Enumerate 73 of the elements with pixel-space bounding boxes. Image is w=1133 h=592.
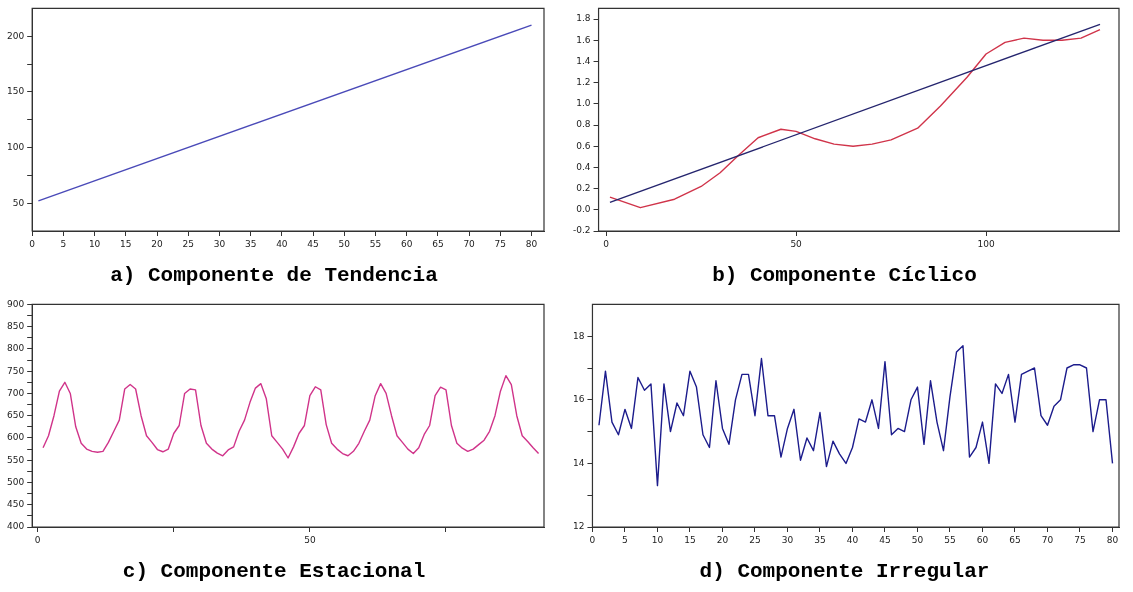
y-tick-label: 750: [6, 365, 25, 376]
y-tick-label: 500: [6, 476, 25, 487]
x-tick-label: 50: [790, 238, 803, 249]
x-tick-label: 30: [213, 238, 226, 249]
x-tick-label: 45: [879, 534, 891, 545]
text: a) Componente de Tendencia: [110, 263, 439, 287]
y-tick-label: 700: [6, 387, 25, 398]
x-tick-label: 50: [911, 534, 924, 545]
x-tick-label: 10: [651, 534, 664, 545]
y-tick-label: 200: [6, 30, 25, 41]
y-tick-label: 900: [6, 298, 25, 309]
y-tick-label: 550: [6, 454, 25, 465]
x-tick-label: 55: [369, 238, 382, 249]
x-tick-label: 10: [88, 238, 101, 249]
x-tick-label: 0: [29, 238, 36, 249]
x-tick-label: 45: [307, 238, 319, 249]
y-tick-label: 600: [6, 432, 25, 443]
x-tick-label: 60: [976, 534, 989, 545]
x-tick-label: 65: [432, 238, 444, 249]
y-tick-label: 150: [6, 86, 25, 97]
x-tick-label: 50: [304, 534, 316, 545]
y-tick-label: 0.8: [576, 119, 591, 130]
y-tick-label: -0.2: [573, 225, 591, 236]
x-tick-label: 0: [603, 238, 610, 249]
x-tick-label: 30: [781, 534, 794, 545]
x-tick-label: 80: [1106, 534, 1119, 545]
y-tick-label: 1.8: [576, 13, 591, 24]
x-tick-label: 5: [60, 238, 67, 249]
x-tick-label: 0: [34, 534, 41, 545]
y-tick-label: 1.0: [576, 98, 591, 109]
y-tick-label: 0.2: [576, 182, 591, 193]
x-tick-label: 80: [525, 238, 538, 249]
x-tick-label: 40: [846, 534, 859, 545]
text: b) Componente Cíclico: [712, 263, 977, 287]
x-tick-label: 35: [814, 534, 826, 545]
x-tick-label: 5: [622, 534, 628, 545]
y-tick-label: 800: [6, 343, 25, 354]
y-tick-label: 1.2: [576, 76, 591, 87]
x-tick-label: 40: [276, 238, 288, 249]
y-tick-label: 12: [573, 521, 585, 532]
x-tick-label: 70: [463, 238, 476, 249]
x-tick-label: 60: [400, 238, 413, 249]
x-tick-label: 75: [1074, 534, 1086, 545]
y-tick-label: 450: [6, 499, 25, 510]
x-tick-label: 50: [338, 238, 351, 249]
y-tick-label: 16: [573, 394, 585, 405]
x-tick-label: 75: [494, 238, 507, 249]
y-tick-label: 0.4: [576, 161, 591, 172]
x-tick-label: 100: [977, 238, 995, 249]
y-tick-label: 18: [573, 330, 585, 341]
x-tick-label: 15: [684, 534, 696, 545]
x-tick-label: 25: [182, 238, 194, 249]
y-tick-label: 1.4: [576, 55, 591, 66]
y-tick-label: 650: [6, 410, 25, 421]
x-tick-label: 25: [749, 534, 761, 545]
y-tick-label: 850: [6, 321, 25, 331]
x-tick-label: 35: [244, 238, 257, 249]
y-tick-label: 14: [573, 457, 585, 468]
x-tick-label: 15: [120, 238, 132, 249]
x-tick-label: 65: [1009, 534, 1021, 545]
y-tick-label: 0.6: [576, 140, 591, 151]
x-tick-label: 70: [1041, 534, 1054, 545]
x-tick-label: 55: [944, 534, 956, 545]
text: d) Componente Irregular: [699, 559, 990, 583]
y-tick-label: 1.6: [576, 34, 591, 45]
y-tick-label: 0.0: [576, 204, 591, 215]
x-tick-label: 0: [589, 534, 596, 545]
text: c) Componente Estacional: [122, 559, 426, 583]
x-tick-label: 20: [716, 534, 729, 545]
y-tick-label: 50: [12, 197, 25, 208]
y-tick-label: 400: [6, 521, 25, 532]
x-tick-label: 20: [151, 238, 164, 249]
y-tick-label: 100: [6, 141, 25, 152]
